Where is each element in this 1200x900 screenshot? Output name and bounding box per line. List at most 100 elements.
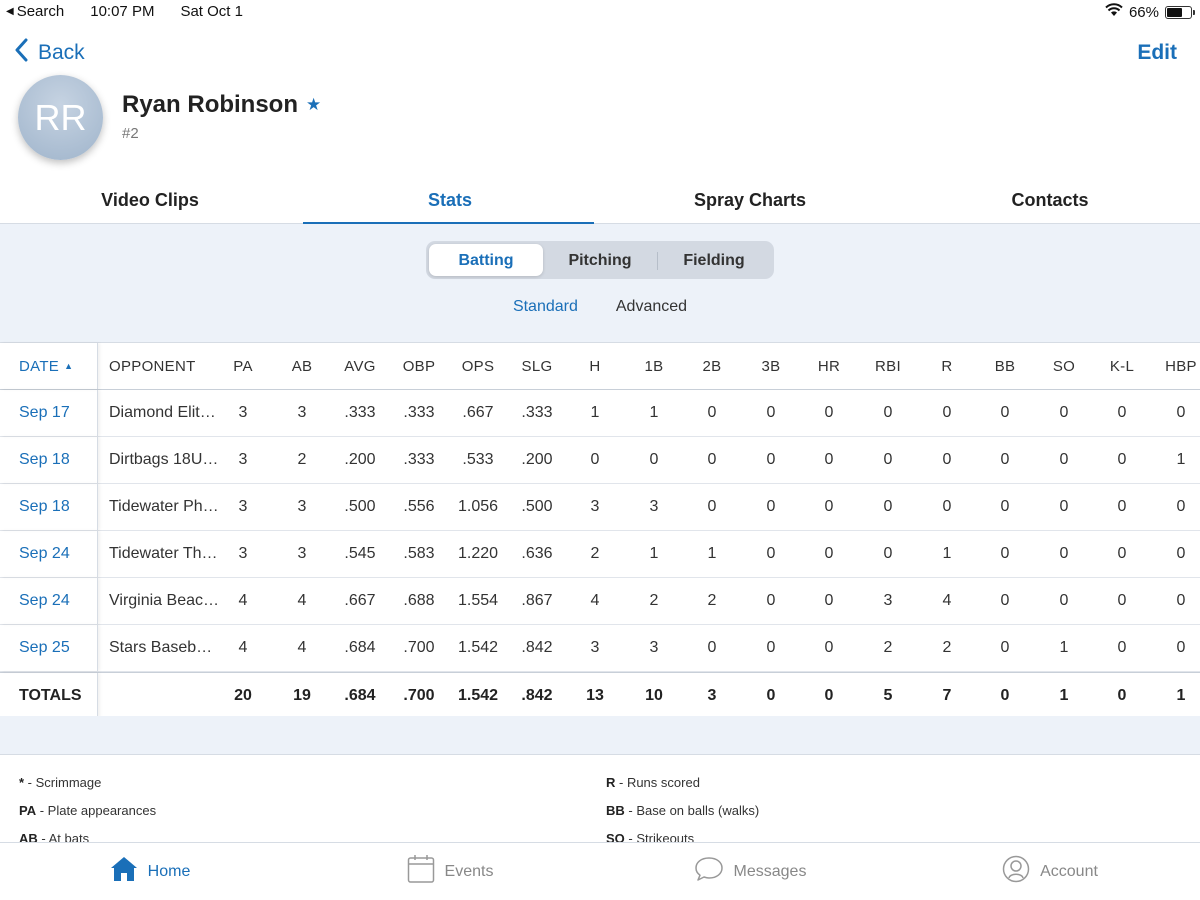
tab-stats[interactable]: Stats: [300, 176, 600, 224]
column-header-3b[interactable]: 3B: [761, 357, 781, 375]
column-header-avg[interactable]: AVG: [344, 357, 376, 375]
segment-batting[interactable]: Batting: [429, 244, 543, 276]
cell-3b: 0: [766, 639, 776, 656]
tab-spray-charts[interactable]: Spray Charts: [693, 190, 807, 210]
cell-avg: .684: [344, 639, 376, 656]
column-header-k-l[interactable]: K-L: [1109, 357, 1135, 375]
cell-ops: 1.542: [457, 686, 499, 704]
cell-1b: 3: [649, 639, 659, 656]
cell-slg: .867: [521, 592, 553, 609]
back-to-app-link[interactable]: ◀ Search: [6, 3, 65, 20]
status-date: Sat Oct 1: [180, 3, 243, 20]
bottom-tab-messages[interactable]: Messages: [600, 843, 900, 900]
cell-rbi: 3: [883, 592, 893, 609]
cell-3b: 0: [766, 451, 776, 468]
column-header-ops[interactable]: OPS: [461, 357, 495, 375]
cell-hr: 0: [824, 592, 834, 609]
cell-2b: 0: [707, 498, 717, 515]
cell-k-l: 0: [1117, 498, 1127, 515]
batting-stats-table: DATE ▲ OPPONENT PA AB AVG OBP OPS SLG H 1B 2B 3B HR RB…: [0, 342, 1200, 719]
cell-so: 1: [1059, 639, 1069, 656]
tab-contacts[interactable]: Contacts: [1011, 190, 1089, 210]
table-row[interactable]: Sep 24 Tidewater Th… 3 3 .545 .583 1.220 .636 2 1…: [0, 531, 1200, 578]
table-header-row: DATE ▲ OPPONENT PA AB AVG OBP OPS SLG H 1B 2B 3B HR RB…: [0, 343, 1200, 390]
legend-column-left: * - Scrimmage PA - Plate appearances AB …: [19, 775, 156, 842]
cell-ab: 3: [297, 404, 307, 421]
stat-view-switch: Standard Advanced: [0, 298, 1200, 316]
cell-pa: 3: [238, 498, 248, 515]
status-bar: ◀ Search 10:07 PM Sat Oct 1 66%: [0, 0, 1200, 24]
column-header-obp[interactable]: OBP: [402, 357, 436, 375]
cell-ab: 3: [297, 498, 307, 515]
bottom-tab-events[interactable]: Events: [300, 843, 600, 900]
cell-h: 2: [590, 545, 600, 562]
cell-1b: 2: [649, 592, 659, 609]
legend-item: * - Scrimmage: [19, 775, 102, 790]
chevron-left-icon: [14, 38, 28, 68]
cell-3b: 0: [766, 686, 776, 704]
cell-date: Sep 17: [0, 390, 98, 436]
legend-item: R - Runs scored: [606, 775, 700, 790]
column-header-slg[interactable]: SLG: [521, 357, 553, 375]
player-name-row: Ryan Robinson ★: [122, 91, 321, 119]
table-totals-row[interactable]: TOTALS 20 19.684.700 1.542.842 13 10 3 0 0 5 7 0 1 0 1: [0, 672, 1200, 719]
column-header-ab[interactable]: AB: [291, 357, 313, 375]
table-row[interactable]: Sep 18 Dirtbags 18U… 3 2 .200 .333 .533 .200 0 0 0…: [0, 437, 1200, 484]
column-header-opponent[interactable]: OPPONENT: [109, 357, 196, 375]
subtab-standard[interactable]: Standard: [512, 298, 578, 315]
cell-3b: 0: [766, 592, 776, 609]
column-header-1b[interactable]: 1B: [644, 357, 664, 375]
cell-so: 0: [1059, 592, 1069, 609]
cell-3b: 0: [766, 404, 776, 421]
column-header-so[interactable]: SO: [1052, 357, 1076, 375]
cell-so: 0: [1059, 545, 1069, 562]
tab-video-clips[interactable]: Video Clips: [101, 190, 199, 210]
edit-button[interactable]: Edit: [1137, 41, 1177, 64]
legend-item: BB - Base on balls (walks): [606, 803, 760, 818]
cell-date: TOTALS: [0, 673, 98, 718]
cell-hbp: 0: [1176, 404, 1186, 421]
segment-pitching[interactable]: Pitching: [568, 252, 632, 269]
table-row[interactable]: Sep 18 Tidewater Ph… 3 3 .500 .556 1.056 .500 3 3…: [0, 484, 1200, 531]
cell-bb: 0: [1000, 592, 1010, 609]
cell-r: 0: [942, 498, 952, 515]
table-row[interactable]: Sep 25 Stars Baseb… 4 4 .684 .700 1.542 .842 3 3 0…: [0, 625, 1200, 672]
cell-ops: 1.554: [457, 592, 499, 609]
cell-avg: .667: [344, 592, 376, 609]
column-header-2b[interactable]: 2B: [702, 357, 722, 375]
table-row[interactable]: Sep 17 Diamond Elit… 3 3 .333 .333 .667 .333 1 1 0…: [0, 390, 1200, 437]
player-name: Ryan Robinson: [122, 91, 299, 118]
cell-so: 0: [1059, 404, 1069, 421]
table-row[interactable]: Sep 24 Virginia Beac… 4 4 .667 .688 1.554 .867 4…: [0, 578, 1200, 625]
cell-2b: 0: [707, 639, 717, 656]
column-header-hbp[interactable]: HBP: [1165, 357, 1197, 375]
bottom-tab-account[interactable]: Account: [900, 843, 1200, 900]
cell-h: 3: [590, 639, 600, 656]
cell-pa: 4: [238, 639, 248, 656]
cell-r: 7: [942, 686, 952, 704]
column-header-bb[interactable]: BB: [994, 357, 1016, 375]
back-button[interactable]: Back: [14, 38, 85, 68]
bottom-tab-home[interactable]: Home: [0, 843, 300, 900]
cell-r: 1: [942, 545, 952, 562]
cell-hbp: 1: [1176, 686, 1186, 704]
back-triangle-icon: ◀: [6, 6, 14, 17]
column-header-r[interactable]: R: [941, 357, 953, 375]
cell-hbp: 0: [1176, 639, 1186, 656]
cell-1b: 3: [649, 498, 659, 515]
column-header-rbi[interactable]: RBI: [875, 357, 901, 375]
column-header-hr[interactable]: HR: [817, 357, 841, 375]
column-header-date[interactable]: DATE ▲: [0, 343, 98, 389]
segment-fielding[interactable]: Fielding: [657, 244, 771, 276]
subtab-advanced[interactable]: Advanced: [615, 298, 688, 315]
column-header-pa[interactable]: PA: [233, 357, 253, 375]
cell-rbi: 0: [883, 451, 893, 468]
cell-avg: .200: [344, 451, 376, 468]
cell-date: Sep 18: [0, 484, 98, 530]
cell-2b: 0: [707, 404, 717, 421]
cell-1b: 1: [649, 545, 659, 562]
cell-hbp: 0: [1176, 498, 1186, 515]
stats-legend: * - Scrimmage PA - Plate appearances AB …: [0, 754, 1200, 842]
column-header-h[interactable]: H: [589, 357, 601, 375]
cell-hr: 0: [824, 451, 834, 468]
